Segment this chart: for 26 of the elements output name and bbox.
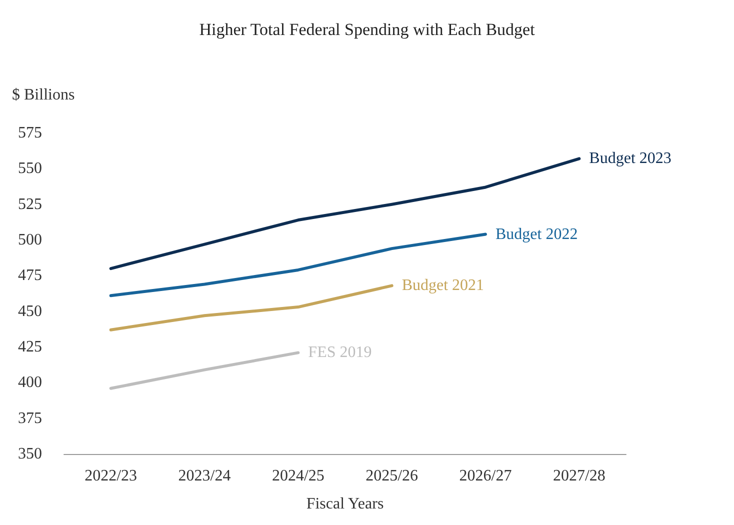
chart-title: Higher Total Federal Spending with Each Budget	[199, 20, 536, 39]
x-tick-label: 2026/27	[459, 468, 512, 484]
x-tick-label: 2024/25	[272, 468, 324, 484]
x-tick-label: 2022/23	[84, 468, 138, 484]
y-tick-label: 525	[18, 196, 42, 213]
series-label: FES 2019	[308, 344, 372, 362]
x-tick-label: 2023/24	[178, 468, 231, 484]
y-tick-label: 400	[18, 374, 42, 392]
y-tick-label: 550	[18, 160, 42, 178]
y-tick-label: 350	[18, 446, 42, 462]
y-tick-label: 500	[18, 232, 42, 248]
series-label: Budget 2023	[589, 150, 672, 168]
y-tick-label: 475	[18, 267, 42, 284]
line-series	[109, 157, 581, 270]
y-tick-label: 375	[18, 410, 42, 427]
line-series	[109, 284, 394, 332]
series-label: Budget 2021	[402, 277, 484, 294]
y-tick-label: 425	[18, 338, 42, 356]
x-axis-title: Fiscal Years	[306, 496, 384, 512]
y-tick-label: 575	[18, 124, 42, 142]
x-tick-label: 2025/26	[366, 468, 418, 484]
y-tick-label: 450	[18, 302, 42, 320]
y-axis-title: $ Billions	[12, 86, 75, 104]
line-series	[109, 232, 487, 298]
series-label: Budget 2022	[496, 226, 578, 243]
x-tick-label: 2027/28	[552, 468, 606, 484]
